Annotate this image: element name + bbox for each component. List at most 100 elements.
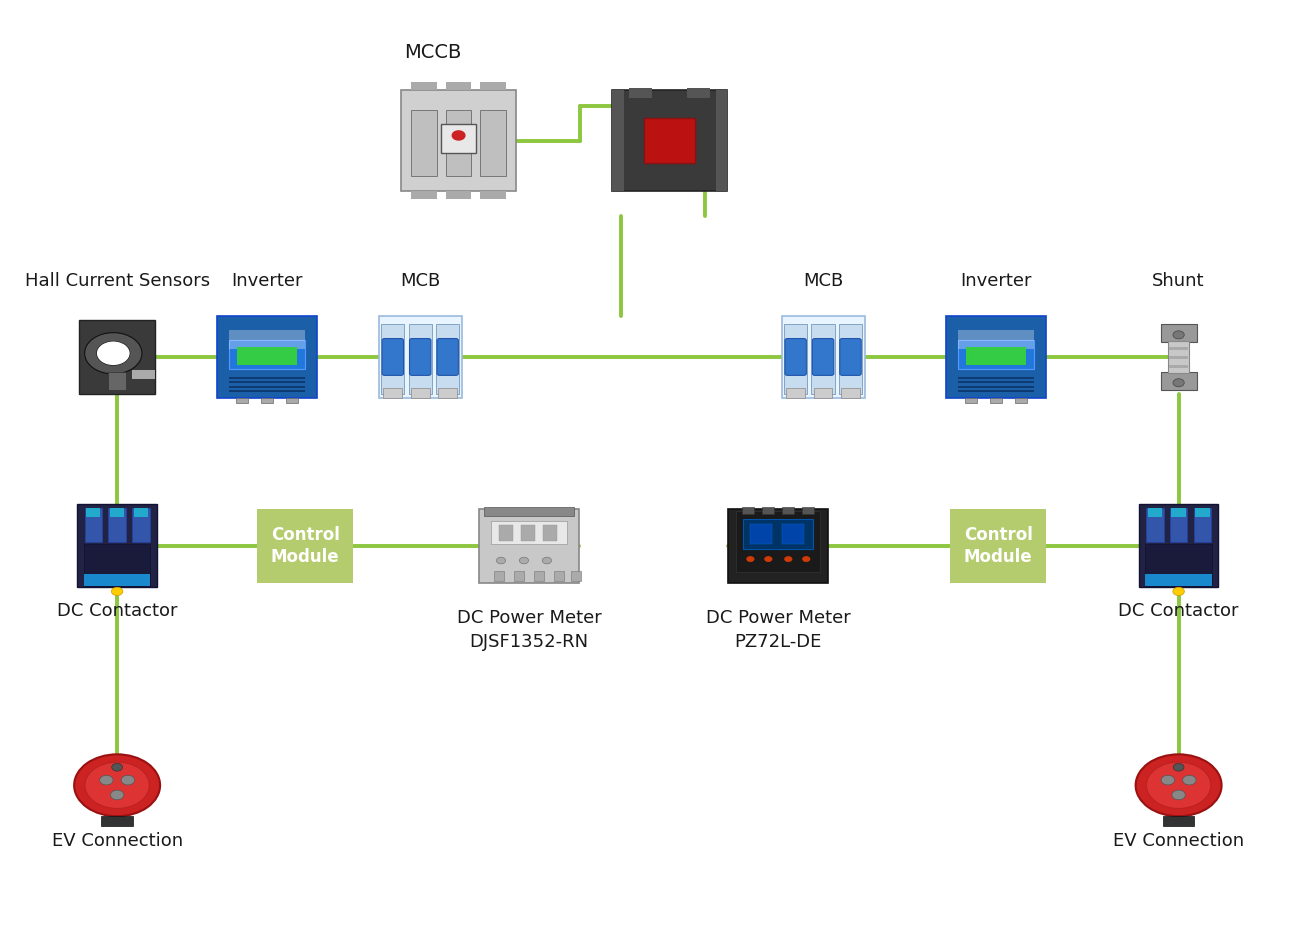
Bar: [229, 381, 305, 383]
Text: MCCB: MCCB: [404, 43, 462, 63]
Bar: [436, 324, 459, 395]
Bar: [1145, 544, 1212, 585]
Bar: [1161, 324, 1196, 342]
Bar: [480, 191, 505, 199]
Bar: [86, 509, 100, 517]
Bar: [750, 524, 772, 544]
Bar: [1171, 509, 1186, 517]
Circle shape: [453, 131, 465, 140]
Bar: [229, 385, 305, 388]
Bar: [803, 507, 815, 514]
Circle shape: [74, 755, 161, 816]
Bar: [412, 81, 437, 90]
Circle shape: [1173, 587, 1184, 596]
Bar: [534, 571, 544, 582]
Bar: [237, 347, 296, 366]
Bar: [1015, 397, 1026, 403]
Bar: [134, 509, 147, 517]
Text: Control
Module: Control Module: [963, 525, 1033, 566]
Text: Inverter: Inverter: [232, 272, 303, 290]
FancyBboxPatch shape: [729, 509, 828, 583]
Bar: [841, 388, 859, 398]
Bar: [261, 397, 272, 403]
Bar: [1170, 365, 1188, 368]
Bar: [108, 509, 126, 541]
Bar: [1170, 509, 1187, 541]
Bar: [782, 524, 804, 544]
Bar: [491, 521, 567, 544]
Text: DC Power Meter
DJSF1352-RN: DC Power Meter DJSF1352-RN: [457, 610, 601, 651]
Bar: [84, 574, 150, 585]
Bar: [1146, 509, 1163, 541]
Circle shape: [121, 775, 134, 785]
FancyBboxPatch shape: [217, 315, 317, 398]
Bar: [411, 388, 429, 398]
FancyBboxPatch shape: [441, 124, 476, 152]
Bar: [383, 388, 403, 398]
Bar: [1161, 372, 1196, 390]
Text: EV Connection: EV Connection: [51, 832, 183, 850]
Bar: [84, 509, 103, 541]
Bar: [446, 191, 471, 199]
Bar: [446, 81, 471, 90]
Circle shape: [86, 762, 149, 809]
FancyBboxPatch shape: [480, 110, 505, 176]
Bar: [958, 378, 1033, 380]
Bar: [494, 571, 504, 582]
Text: Shunt: Shunt: [1153, 272, 1205, 290]
Circle shape: [1173, 379, 1184, 387]
Bar: [958, 385, 1033, 388]
Bar: [229, 390, 305, 392]
Bar: [133, 370, 155, 379]
Bar: [412, 191, 437, 199]
FancyBboxPatch shape: [1138, 504, 1219, 587]
Bar: [958, 340, 1033, 369]
Text: DC Contactor: DC Contactor: [1119, 602, 1238, 620]
Text: DC Power Meter
PZ72L-DE: DC Power Meter PZ72L-DE: [705, 610, 850, 651]
Bar: [1170, 348, 1188, 351]
Bar: [966, 347, 1025, 366]
Circle shape: [111, 790, 124, 799]
FancyBboxPatch shape: [379, 315, 462, 398]
Bar: [958, 390, 1033, 392]
FancyBboxPatch shape: [784, 338, 807, 375]
FancyBboxPatch shape: [446, 110, 471, 176]
Bar: [1145, 574, 1212, 585]
Bar: [84, 544, 150, 585]
Circle shape: [1171, 790, 1186, 799]
FancyBboxPatch shape: [78, 504, 157, 587]
Bar: [229, 378, 305, 380]
FancyBboxPatch shape: [782, 315, 865, 398]
Text: MCB: MCB: [400, 272, 441, 290]
Bar: [958, 330, 1033, 349]
FancyBboxPatch shape: [946, 315, 1046, 398]
Bar: [958, 381, 1033, 383]
Bar: [629, 88, 653, 98]
FancyBboxPatch shape: [257, 509, 353, 583]
Bar: [521, 525, 534, 541]
FancyBboxPatch shape: [401, 90, 516, 191]
Bar: [813, 388, 833, 398]
Bar: [286, 397, 297, 403]
Bar: [480, 81, 505, 90]
Bar: [742, 507, 754, 514]
Bar: [1195, 509, 1209, 517]
Bar: [965, 397, 976, 403]
Bar: [229, 340, 305, 369]
Circle shape: [1173, 331, 1184, 338]
Bar: [382, 324, 404, 395]
FancyBboxPatch shape: [382, 338, 404, 375]
Bar: [111, 509, 124, 517]
Bar: [687, 88, 709, 98]
FancyBboxPatch shape: [79, 320, 155, 394]
Bar: [812, 324, 834, 395]
Bar: [737, 511, 820, 571]
Bar: [554, 571, 563, 582]
Text: MCB: MCB: [803, 272, 844, 290]
FancyBboxPatch shape: [840, 338, 861, 375]
Bar: [101, 816, 133, 826]
Circle shape: [803, 556, 811, 562]
Bar: [1163, 816, 1195, 826]
Circle shape: [746, 556, 754, 562]
Bar: [544, 525, 557, 541]
